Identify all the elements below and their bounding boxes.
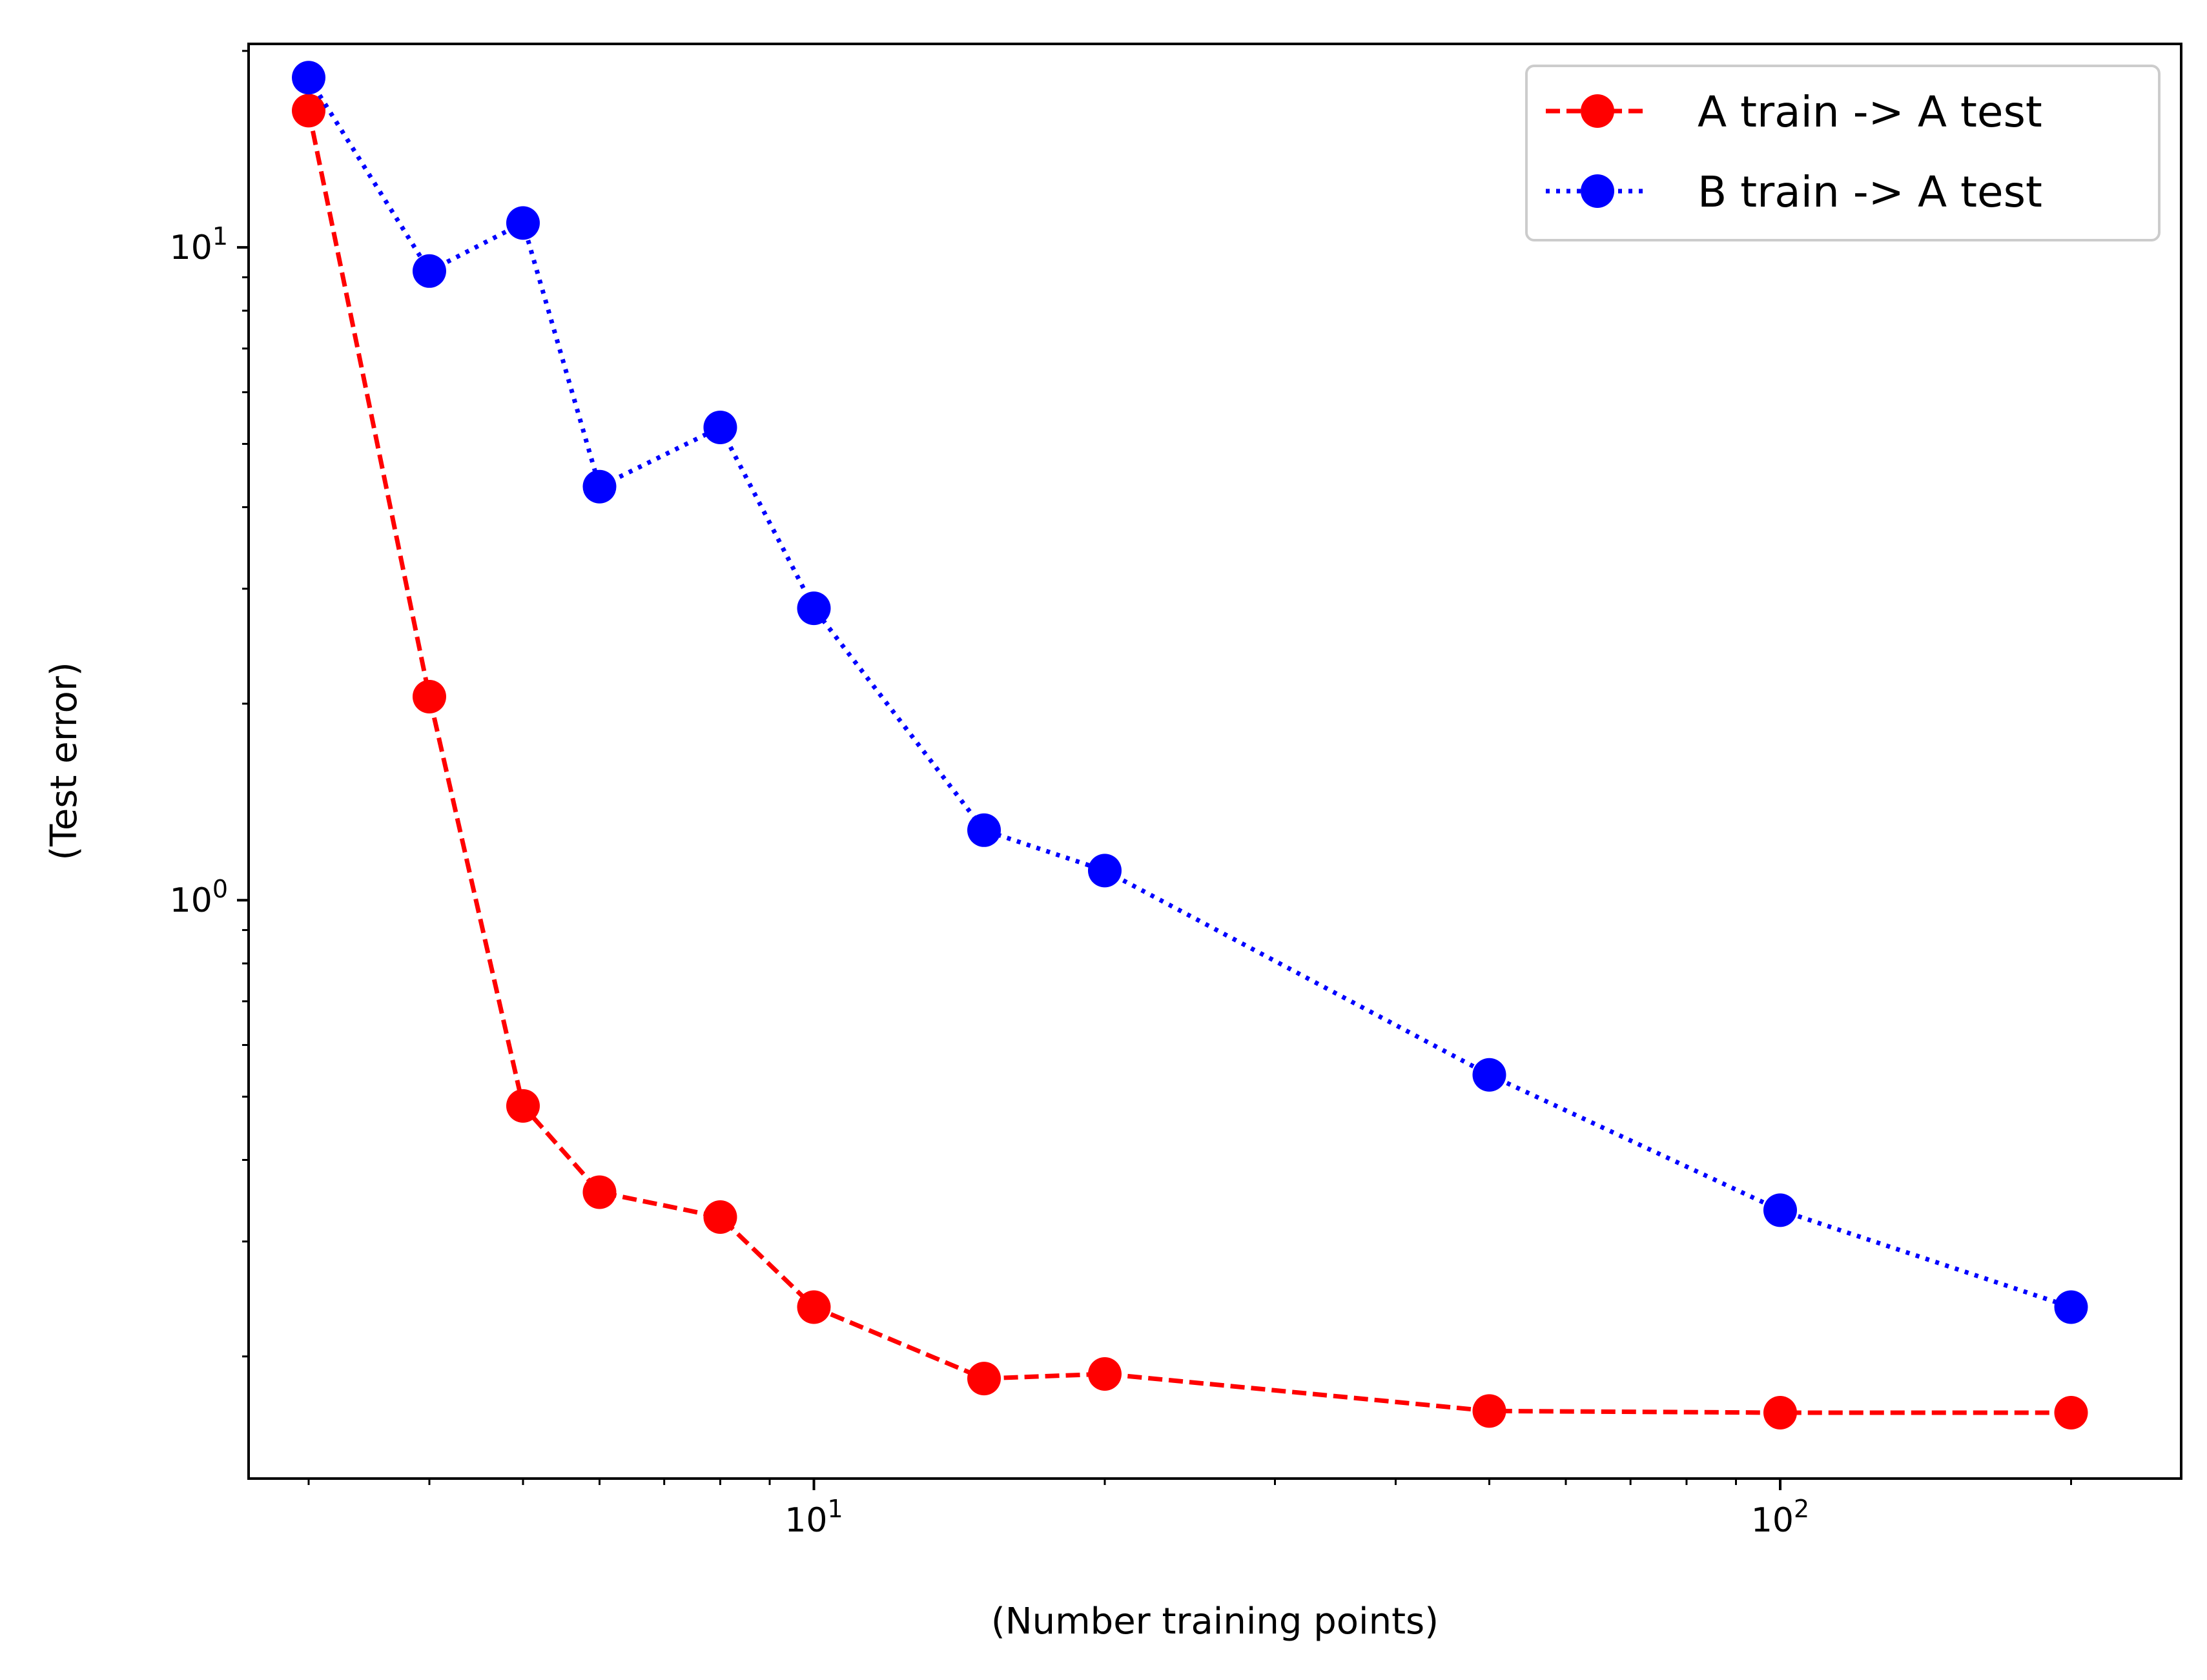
data-point — [2054, 1290, 2088, 1324]
legend-label: A train -> A test — [1698, 87, 2042, 137]
y-tick-label: 100 — [170, 875, 228, 920]
data-point — [506, 206, 540, 240]
legend: A train -> A test B train -> A test — [1525, 65, 2161, 241]
data-point — [1087, 854, 1122, 888]
data-point — [967, 813, 1001, 847]
data-point — [1763, 1193, 1797, 1227]
y-tick-label: 101 — [170, 222, 228, 267]
data-point — [412, 680, 446, 714]
data-point — [292, 61, 326, 95]
data-point — [703, 1200, 737, 1234]
data-point — [967, 1362, 1001, 1396]
data-point — [412, 254, 446, 288]
data-point — [2054, 1395, 2088, 1429]
plot-frame — [247, 43, 2182, 1480]
data-point — [582, 1175, 617, 1209]
legend-marker — [1581, 174, 1614, 208]
data-point — [292, 94, 326, 128]
data-point — [582, 469, 617, 504]
x-tick-label: 102 — [1751, 1495, 1809, 1540]
x-tick-label: 101 — [785, 1495, 843, 1540]
data-point — [1472, 1058, 1506, 1092]
data-point — [797, 591, 831, 626]
y-axis-ticks: 100 101 — [170, 50, 249, 1358]
legend-marker — [1581, 94, 1614, 128]
x-axis-ticks: 101 102 — [307, 1479, 2072, 1540]
x-axis-label: (Number training points) — [991, 1601, 1439, 1643]
data-point — [703, 410, 737, 444]
data-point — [1763, 1395, 1797, 1429]
data-point — [1087, 1357, 1122, 1391]
legend-box — [1525, 65, 2161, 241]
data-point — [506, 1089, 540, 1123]
data-point — [797, 1290, 831, 1324]
y-axis-label: (Test error) — [43, 662, 85, 860]
legend-label: B train -> A test — [1698, 167, 2042, 217]
data-point — [1472, 1394, 1506, 1428]
series-layer — [292, 61, 2088, 1429]
